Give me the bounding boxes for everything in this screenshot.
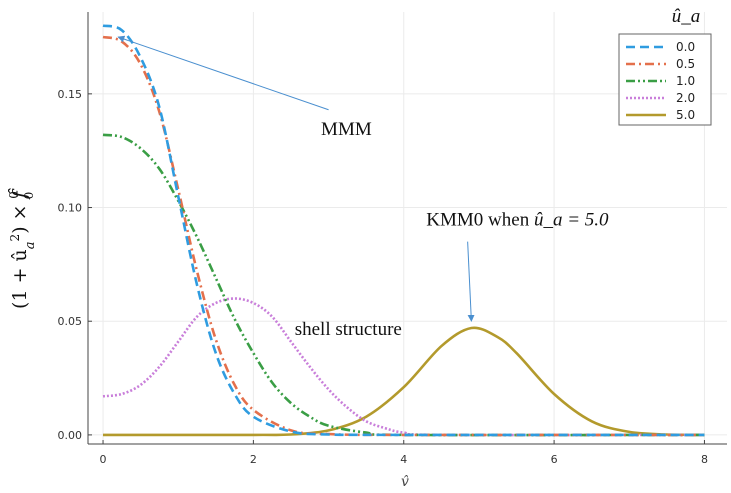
legend-box	[618, 33, 712, 126]
series-line-0.0	[102, 24, 705, 437]
x-tick-label: 0	[100, 453, 107, 466]
mmm-annotation: MMM	[321, 119, 372, 140]
ticks: 0 2 4 6 8 0.00 0.05 0.10 0.15	[58, 88, 708, 466]
legend-label-5.0: 5.0	[676, 108, 695, 122]
x-tick-label: 2	[250, 453, 257, 466]
x-tick-label: 8	[701, 453, 708, 466]
y-tick-label: 0.10	[58, 202, 83, 215]
legend-title: û_a	[672, 6, 701, 27]
kmm0-annotation: KMM0 when û_a = 5.0	[426, 210, 609, 231]
mmm-arrow	[117, 35, 329, 111]
series-layer	[102, 24, 705, 437]
y-axis-label: (1 + ûa2) × f̂00	[7, 187, 38, 309]
legend-label-0.5: 0.5	[676, 57, 695, 71]
legend: û_a 0.0 0.5 1.0 2.0 5.0	[618, 6, 712, 126]
kmm0-annotation-math: û_a = 5.0	[534, 210, 609, 231]
x-axis-label: v̂	[401, 474, 409, 490]
kmm0-annotation-text: KMM0 when	[426, 210, 534, 231]
y-tick-label: 0.15	[58, 88, 83, 101]
legend-items: 0.0 0.5 1.0 2.0 5.0	[626, 40, 695, 122]
legend-label-2.0: 2.0	[676, 91, 695, 105]
legend-label-0.0: 0.0	[676, 40, 695, 54]
annotations: MMM KMM0 when û_a = 5.0 shell structure	[117, 35, 609, 340]
shell-structure-annotation: shell structure	[295, 319, 402, 340]
y-tick-label: 0.00	[58, 429, 83, 442]
series-line-2.0	[102, 297, 705, 437]
kmm0-arrow	[467, 241, 475, 322]
y-tick-label: 0.05	[58, 315, 83, 328]
x-tick-label: 6	[551, 453, 558, 466]
x-tick-label: 4	[400, 453, 407, 466]
legend-label-1.0: 1.0	[676, 74, 695, 88]
series-line-5.0	[102, 326, 705, 437]
